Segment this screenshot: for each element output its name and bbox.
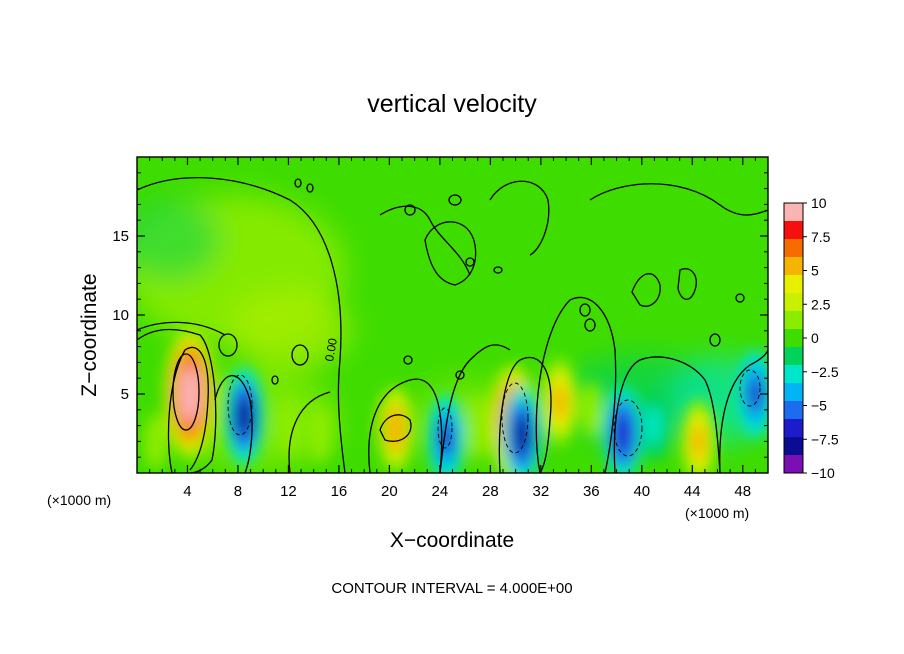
x-tick-label-44: 44 [684,483,701,500]
field-cell-12-level-0 [579,381,604,438]
chart-title: vertical velocity [367,90,537,118]
colorbar-swatch-3 [784,257,803,276]
field-cell-0-level-0 [143,413,169,470]
colorbar-label-0: 10 [811,195,827,211]
field-cell-11-level-2 [552,383,568,421]
x-tick-label-28: 28 [482,483,499,500]
contour-label: 0.00 [322,337,340,363]
y-axis-ticks: 5 10 15 [112,172,768,458]
x-tick-label-4: 4 [183,483,191,500]
colorbar-labels: 10 7.5 5 2.5 0 −2.5 −5 −7.5 −10 [803,195,839,481]
x-tick-label-8: 8 [234,483,242,500]
colorbar-swatch-8 [784,347,803,366]
colorbar-swatch-6 [784,311,803,330]
x-axis-ticks: 4 8 12 16 20 24 28 32 36 40 44 48 [149,157,756,500]
negative-contours [227,369,761,457]
y-tick-label-15: 15 [112,228,129,245]
colorbar-swatch-9 [784,365,803,384]
colorbar-swatch-2 [784,239,803,258]
contour-lines [137,177,768,473]
field-cell-3-level-0 [276,397,301,454]
colorbar: 10 7.5 5 2.5 0 −2.5 −5 −7.5 −10 [783,195,839,481]
x-tick-label-48: 48 [734,483,751,500]
field-cell-8-level-0 [464,395,491,456]
colorbar-swatch-7 [784,329,803,348]
x-tick-label-16: 16 [331,483,348,500]
colorbar-swatch-1 [784,221,803,240]
colorbar-label-5: −2.5 [811,364,839,380]
colorbar-label-6: −5 [811,398,827,414]
x-axis-label: X−coordinate [390,529,514,552]
field-cell-7-level-2 [438,420,454,457]
colorbar-swatch-14 [784,455,803,474]
colorbar-swatch-0 [784,203,803,222]
field-cell-13-level-2 [614,413,631,454]
field-cell-5-level-0 [352,383,376,437]
colorbar-label-2: 5 [811,263,819,279]
field-cell-16-level-2 [747,375,763,413]
colorbar-swatch-4 [784,275,803,294]
value-field [143,330,768,473]
field-cell-6-level-1 [385,404,406,453]
field-cell-15-level-2 [691,423,706,459]
field-cell-1-level-4 [183,377,197,411]
x-unit-label-right: (×1000 m) [685,505,749,521]
field-cell-10-level-2 [513,414,531,456]
x-tick-label-12: 12 [280,483,297,500]
contour-interval-note: CONTOUR INTERVAL = 4.000E+00 [331,580,572,597]
x-unit-label-left: (×1000 m) [47,492,111,508]
colorbar-label-7: −7.5 [811,431,839,447]
colorbar-swatch-5 [784,293,803,312]
colorbar-label-1: 7.5 [811,229,831,245]
y-tick-label-5: 5 [121,386,129,403]
colorbar-label-8: −10 [811,465,835,481]
field-cell-4-level-0 [308,405,332,462]
x-tick-label-40: 40 [633,483,650,500]
colorbar-swatch-10 [784,383,803,402]
y-axis-label: Z−coordinate [78,273,101,396]
colorbar-swatches [784,203,803,474]
x-tick-label-24: 24 [432,483,449,500]
field-cell-14-level-1 [645,405,663,446]
colorbar-swatch-11 [784,401,803,420]
x-tick-label-32: 32 [532,483,549,500]
colorbar-swatch-12 [784,419,803,438]
colorbar-label-3: 2.5 [811,296,831,312]
y-tick-label-10: 10 [112,307,129,324]
x-tick-label-36: 36 [583,483,600,500]
x-tick-label-20: 20 [381,483,398,500]
colorbar-label-4: 0 [811,330,819,346]
colorbar-swatch-13 [784,437,803,456]
